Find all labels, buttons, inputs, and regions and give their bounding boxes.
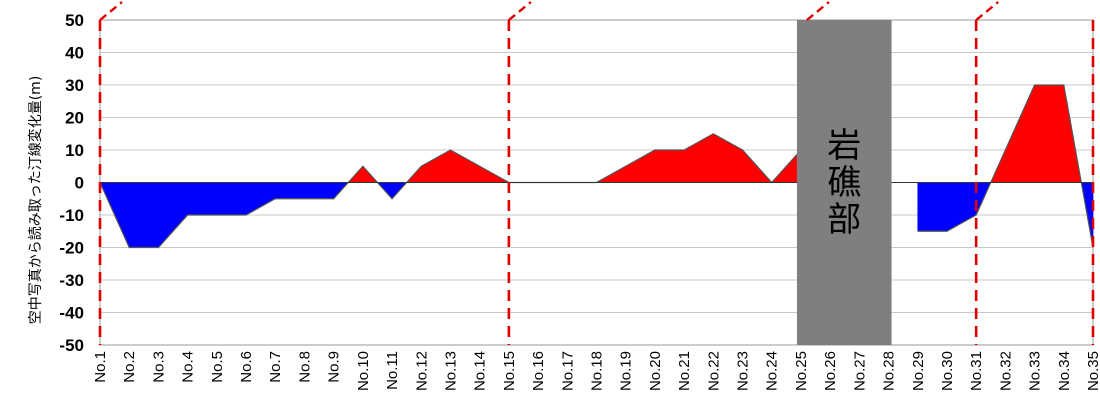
negative-area-segment xyxy=(128,182,159,248)
x-tick-label: No.10 xyxy=(355,351,372,391)
x-tick-label: No.22 xyxy=(705,351,722,391)
x-tick-label: No.23 xyxy=(735,351,752,391)
x-tick-label: No.32 xyxy=(997,351,1014,391)
x-tick-label: No.24 xyxy=(764,351,781,391)
area-layer xyxy=(99,84,1094,249)
x-tick-label: No.14 xyxy=(472,351,489,391)
x-tick-label: No.19 xyxy=(618,351,635,391)
x-tick-label: No.11 xyxy=(384,351,401,390)
x-tick-label: No.18 xyxy=(589,351,606,391)
x-tick-label: No.4 xyxy=(180,351,197,383)
x-tick-label: No.16 xyxy=(530,351,547,391)
x-tick-label: No.15 xyxy=(501,351,518,391)
positive-area-segment xyxy=(625,149,656,183)
boundary-top-mark xyxy=(975,1,999,21)
positive-area-segment xyxy=(450,149,480,183)
y-tick-label: 10 xyxy=(65,141,84,160)
x-tick-label: No.6 xyxy=(238,351,255,383)
rock-section-label-char: 岩 xyxy=(827,126,861,166)
x-tick-label: No.20 xyxy=(647,351,664,391)
rock-section-label-char: 部 xyxy=(827,200,861,240)
x-tick-label: No.30 xyxy=(939,351,956,391)
rock-section: 岩礁部 xyxy=(796,20,892,345)
y-tick-label: 0 xyxy=(75,174,84,193)
x-tick-label: No.34 xyxy=(1056,351,1073,391)
negative-area-segment xyxy=(158,182,188,249)
negative-area-segment xyxy=(946,182,977,232)
y-tick-label: 20 xyxy=(65,109,84,128)
x-tick-label: No.3 xyxy=(150,351,167,383)
x-tick-label: No.2 xyxy=(121,351,138,383)
y-tick-label: -10 xyxy=(59,206,84,225)
y-tick-label: 50 xyxy=(65,11,84,30)
x-tick-label: No.17 xyxy=(559,351,576,391)
y-axis-label: 空中写真から読み取った汀線変化量(m) xyxy=(27,76,44,325)
x-tick-label: No.29 xyxy=(910,351,927,391)
x-tick-label: No.8 xyxy=(296,351,313,383)
x-tick-label: No.13 xyxy=(442,351,459,391)
y-tick-label: -30 xyxy=(59,271,84,290)
positive-area-segment xyxy=(654,149,685,183)
x-axis-ticks: No.1 No.2 No.3 No.4 No.5 No.6 No.7 No.8 No.9 No.1… xyxy=(92,351,1100,391)
data-line xyxy=(99,84,1094,249)
x-tick-label: No.26 xyxy=(822,351,839,391)
x-tick-label: No.25 xyxy=(793,351,810,391)
x-tick-label: No.5 xyxy=(209,351,226,383)
negative-area-segment xyxy=(274,182,305,200)
x-tick-label: No.1 xyxy=(92,351,109,383)
x-tick-label: No.12 xyxy=(413,351,430,391)
boundary-top-mark xyxy=(508,1,532,21)
rock-section-label-char: 礁 xyxy=(827,163,861,203)
boundary-top-mark xyxy=(806,1,830,21)
positive-area-segment xyxy=(683,133,714,183)
positive-area-segment xyxy=(1034,84,1065,183)
boundary-top-mark xyxy=(99,1,123,21)
y-tick-label: -50 xyxy=(59,336,84,355)
y-tick-label: -20 xyxy=(59,239,84,258)
y-tick-label: 30 xyxy=(65,76,84,95)
negative-area-segment xyxy=(917,182,948,232)
y-axis-ticks: 50 40 30 20 10 0 -10 -20 -30 -40 -50 xyxy=(59,11,84,355)
positive-area-segment xyxy=(713,133,743,183)
x-tick-label: No.28 xyxy=(881,351,898,391)
y-tick-label: 40 xyxy=(65,44,84,63)
x-tick-label: No.35 xyxy=(1085,351,1100,391)
x-tick-label: No.33 xyxy=(1027,351,1044,391)
x-tick-label: No.9 xyxy=(326,351,343,383)
x-tick-label: No.21 xyxy=(676,351,693,391)
negative-area-segment xyxy=(216,182,247,216)
y-tick-label: -40 xyxy=(59,304,84,323)
rock-section-block xyxy=(796,20,892,345)
negative-area-segment xyxy=(304,182,334,200)
x-tick-label: No.7 xyxy=(267,351,284,383)
x-tick-label: No.31 xyxy=(968,351,985,391)
positive-area-segment xyxy=(420,149,451,183)
negative-area-segment xyxy=(245,182,276,216)
negative-area-segment xyxy=(187,182,218,216)
x-tick-label: No.27 xyxy=(851,351,868,391)
boundary-lines xyxy=(98,1,1095,345)
positive-area-segment xyxy=(1005,84,1035,183)
